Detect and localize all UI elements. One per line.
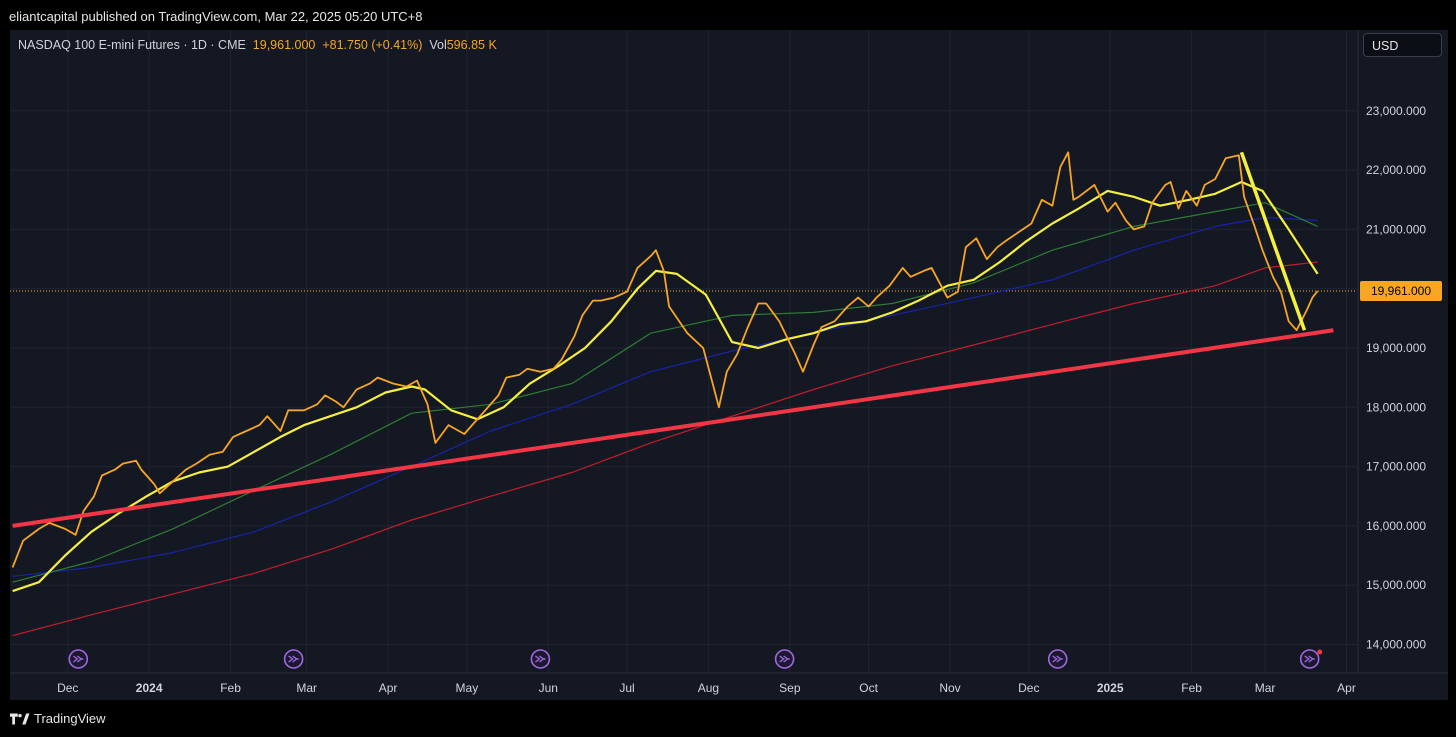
event-marker-icon[interactable]: [530, 649, 551, 669]
price-tick-label: 21,000.000: [1366, 222, 1426, 236]
legend-vol-value: 596.85 K: [446, 38, 497, 52]
time-tick-label: Mar: [296, 681, 317, 695]
time-tick-label: Sep: [779, 681, 801, 695]
ma-green-line: [12, 202, 1318, 583]
time-tick-label: 2025: [1097, 681, 1124, 695]
trendline-drawing[interactable]: [12, 328, 1334, 528]
time-tick-label: Feb: [1181, 681, 1202, 695]
chart-panel[interactable]: [10, 30, 1448, 700]
time-tick-label: Jul: [619, 681, 634, 695]
symbol-legend[interactable]: NASDAQ 100 E-mini Futures · 1D · CME 19,…: [18, 38, 497, 52]
brand-name: TradingView: [34, 711, 106, 726]
price-tick-label: 16,000.000: [1366, 519, 1426, 533]
tradingview-brand[interactable]: TradingView: [10, 711, 106, 726]
event-marker-icon[interactable]: [1299, 649, 1320, 669]
svg-text:19,961.000: 19,961.000: [1371, 284, 1431, 298]
price-tick-label: 14,000.000: [1366, 638, 1426, 652]
price-axis[interactable]: 14,000.000 15,000.000 16,000.000 17,000.000…: [1360, 104, 1442, 652]
legend-vol-label: Vol: [429, 38, 447, 52]
price-tick-label: 17,000.000: [1366, 460, 1426, 474]
time-tick-label: Apr: [1337, 681, 1356, 695]
series-layer: [11, 151, 1319, 637]
price-tick-label: 19,000.000: [1366, 341, 1426, 355]
published-info: eliantcapital published on TradingView.c…: [9, 9, 423, 24]
last-price-label: 19,961.000: [1360, 281, 1442, 302]
price-tick-label: 18,000.000: [1366, 400, 1426, 414]
time-tick-label: Dec: [57, 681, 78, 695]
event-marker-icon[interactable]: [1047, 649, 1068, 669]
event-marker-icon[interactable]: [283, 649, 304, 669]
symbol-name[interactable]: NASDAQ 100 E-mini Futures · 1D · CME: [18, 38, 246, 52]
price-tick-label: 22,000.000: [1366, 163, 1426, 177]
time-tick-label: Feb: [220, 681, 241, 695]
ma-fast-line: [12, 180, 1319, 593]
time-tick-label: Mar: [1255, 681, 1276, 695]
notification-dot-icon: [1317, 649, 1323, 655]
footer-bar: [0, 700, 1456, 737]
time-tick-label: Oct: [859, 681, 878, 695]
tradingview-logo-icon: [10, 712, 30, 725]
price-tick-label: 15,000.000: [1366, 578, 1426, 592]
time-tick-label: Jun: [539, 681, 558, 695]
drawing-layer[interactable]: [12, 151, 1334, 528]
event-markers[interactable]: [68, 649, 1323, 669]
downtrend-drawing[interactable]: [1239, 151, 1307, 331]
price-line: [11, 151, 1319, 568]
publisher-bar: eliantcapital published on TradingView.c…: [0, 0, 1456, 30]
currency-button[interactable]: USD: [1363, 33, 1442, 57]
time-tick-label: Dec: [1018, 681, 1039, 695]
event-marker-icon[interactable]: [68, 649, 89, 669]
time-tick-label: Nov: [939, 681, 960, 695]
time-tick-label: Apr: [379, 681, 398, 695]
legend-change: +81.750 (+0.41%): [322, 38, 423, 52]
ma-blue-line: [12, 216, 1318, 577]
time-tick-label: 2024: [136, 681, 163, 695]
grid: [10, 30, 1448, 674]
time-axis[interactable]: Dec 2024 Feb Mar Apr May Jun Jul Aug Sep Oct Nov Dec…: [57, 681, 1356, 695]
price-tick-label: 23,000.000: [1366, 104, 1426, 118]
legend-close: 19,961.000: [252, 38, 316, 52]
time-tick-label: May: [456, 681, 479, 695]
ma-red-line: [12, 261, 1318, 637]
event-marker-icon[interactable]: [774, 649, 795, 669]
time-tick-label: Aug: [698, 681, 719, 695]
